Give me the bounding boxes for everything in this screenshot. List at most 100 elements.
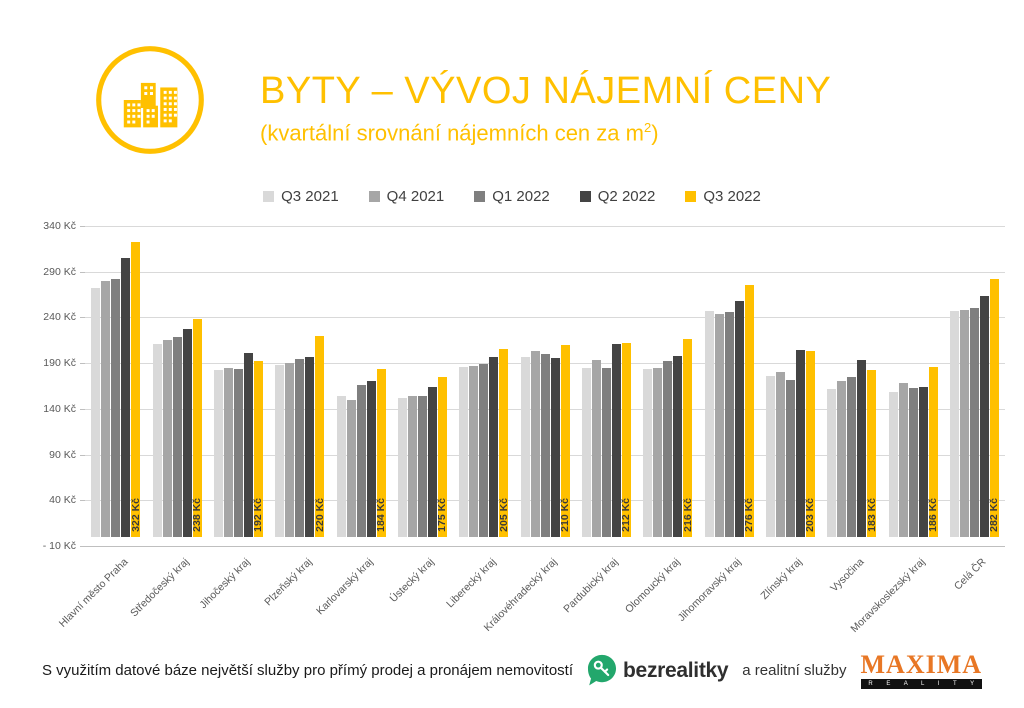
legend-item: Q3 2021 [263, 188, 339, 205]
bar-q4-2021 [223, 367, 233, 537]
bar-q3-2022: 212 Kč [620, 343, 632, 537]
page-subtitle: (kvartální srovnání nájemních cen za m2) [260, 120, 659, 146]
gridline [85, 317, 1005, 319]
legend-label: Q1 2022 [492, 188, 550, 205]
bar-q1-2022 [969, 308, 979, 537]
legend-item: Q1 2022 [474, 188, 550, 205]
bar-q4-2021 [530, 351, 540, 537]
bar-q2-2022 [918, 386, 928, 537]
footer-middle-text: a realitní služby [742, 662, 847, 679]
y-axis-tick-label: 340 Kč [43, 220, 76, 232]
bezrealitky-wordmark: bezrealitky [623, 658, 729, 682]
bar-q1-2022 [356, 385, 366, 537]
y-axis-tick-mark [80, 454, 85, 456]
bar-q1-2022 [172, 336, 182, 537]
y-axis-tick-label: 140 Kč [43, 402, 76, 415]
bar-q4-2021 [407, 396, 417, 537]
bar-q3-2022: 276 Kč [743, 284, 755, 537]
bar-q3-2021 [459, 366, 469, 537]
bar-q3-2022: 210 Kč [559, 344, 571, 537]
bar-q1-2022 [785, 379, 795, 537]
city-buildings-circle-icon [96, 46, 204, 154]
y-axis-tick-mark [80, 408, 85, 410]
bar-q1-2022 [233, 368, 243, 537]
bar-q3-2021 [397, 397, 407, 537]
bar-q3-2022: 184 Kč [375, 368, 387, 537]
bar-q1-2022 [111, 279, 121, 537]
bar-q2-2022 [121, 258, 131, 537]
maxima-reality-bar: R E A L I T Y [860, 679, 983, 689]
bar-q1-2022 [908, 387, 918, 537]
bar-q3-2022: 220 Kč [314, 335, 326, 537]
bar-q3-2021 [91, 288, 101, 537]
y-axis-tick-label: 40 Kč [49, 494, 76, 507]
bar-q3-2022: 282 Kč [988, 279, 1000, 537]
bar-q3-2022: 192 Kč [252, 361, 264, 537]
y-axis-tick-mark [80, 317, 85, 319]
bar-q4-2021 [653, 367, 663, 537]
bar-q2-2022 [550, 357, 560, 537]
y-axis-tick-mark [80, 226, 85, 227]
bar-q2-2022 [305, 356, 315, 537]
bar-q3-2021 [213, 369, 223, 537]
gridline [85, 546, 1005, 547]
bar-q1-2022 [417, 396, 427, 537]
bar-q4-2021 [837, 381, 847, 537]
bar-q3-2021 [152, 343, 162, 537]
bar-q2-2022 [857, 360, 867, 537]
bar-q1-2022 [663, 361, 673, 537]
bezrealitky-logo: bezrealitky [587, 654, 729, 687]
page-title: BYTY – VÝVOJ NÁJEMNÍ CENY [260, 70, 832, 112]
bar-q3-2022: 205 Kč [498, 349, 510, 537]
legend-label: Q2 2022 [597, 188, 656, 205]
x-axis-labels: Hlavní město Praha Středočeský kraj Jihoče… [0, 226, 1024, 646]
bar-q2-2022 [182, 329, 192, 537]
legend-item: Q3 2022 [685, 188, 761, 205]
bar-q2-2022 [734, 300, 744, 537]
legend-swatch [474, 191, 486, 202]
bar-q4-2021 [469, 365, 479, 537]
bar-q3-2021 [643, 368, 653, 537]
y-axis-tick-label: - 10 Kč [42, 540, 76, 552]
bar-q1-2022 [601, 367, 611, 537]
bar-q3-2021 [520, 356, 530, 537]
y-axis-labels: 340 Kč 290 Kč 240 Kč 190 Kč 140 Kč 90 Kč 40 Kč… [0, 220, 85, 552]
bar-q3-2022: 175 Kč [436, 376, 448, 537]
chart-legend: Q3 2021 Q4 2021 Q1 2022 Q2 2022 Q3 2022 [0, 188, 1024, 205]
bezrealitky-pin-key-icon [588, 654, 617, 686]
bar-q3-2021 [336, 396, 346, 537]
bar-q2-2022 [489, 356, 499, 537]
bar-q3-2022: 216 Kč [682, 339, 694, 537]
bar-q2-2022 [795, 350, 805, 537]
y-axis-tick-mark [80, 271, 85, 273]
legend-swatch [579, 191, 591, 202]
bar-q3-2021 [827, 388, 837, 537]
bar-q1-2022 [295, 358, 305, 537]
title-block: BYTY – VÝVOJ NÁJEMNÍ CENY (kvartální sro… [260, 70, 831, 147]
bar-q1-2022 [540, 354, 550, 537]
y-axis-tick-mark [80, 500, 85, 502]
legend-item: Q4 2021 [368, 188, 444, 205]
legend-swatch [368, 191, 380, 202]
legend-item: Q2 2022 [579, 188, 656, 205]
bar-q3-2021 [765, 375, 775, 537]
bar-q4-2021 [775, 372, 785, 537]
bar-q1-2022 [479, 364, 489, 537]
bar-q3-2021 [949, 311, 959, 537]
y-axis-tick-label: 190 Kč [43, 357, 76, 370]
bar-q3-2022: 183 Kč [866, 369, 878, 537]
bar-q1-2022 [724, 311, 734, 537]
legend-label: Q3 2022 [703, 188, 761, 205]
gridline [85, 271, 1005, 273]
bar-chart: 340 Kč 290 Kč 240 Kč 190 Kč 140 Kč 90 Kč 40 Kč… [0, 220, 1024, 646]
bar-q4-2021 [898, 383, 908, 537]
footer-text: S využitím datové báze největší služby p… [41, 662, 574, 679]
bar-q2-2022 [673, 355, 683, 537]
bar-q3-2021 [704, 311, 714, 537]
y-axis-tick-label: 290 Kč [43, 265, 76, 278]
maxima-wordmark: MAXIMA [860, 650, 983, 679]
bar-q1-2022 [847, 376, 857, 537]
legend-swatch [263, 191, 275, 202]
bar-q3-2022: 203 Kč [804, 351, 816, 537]
